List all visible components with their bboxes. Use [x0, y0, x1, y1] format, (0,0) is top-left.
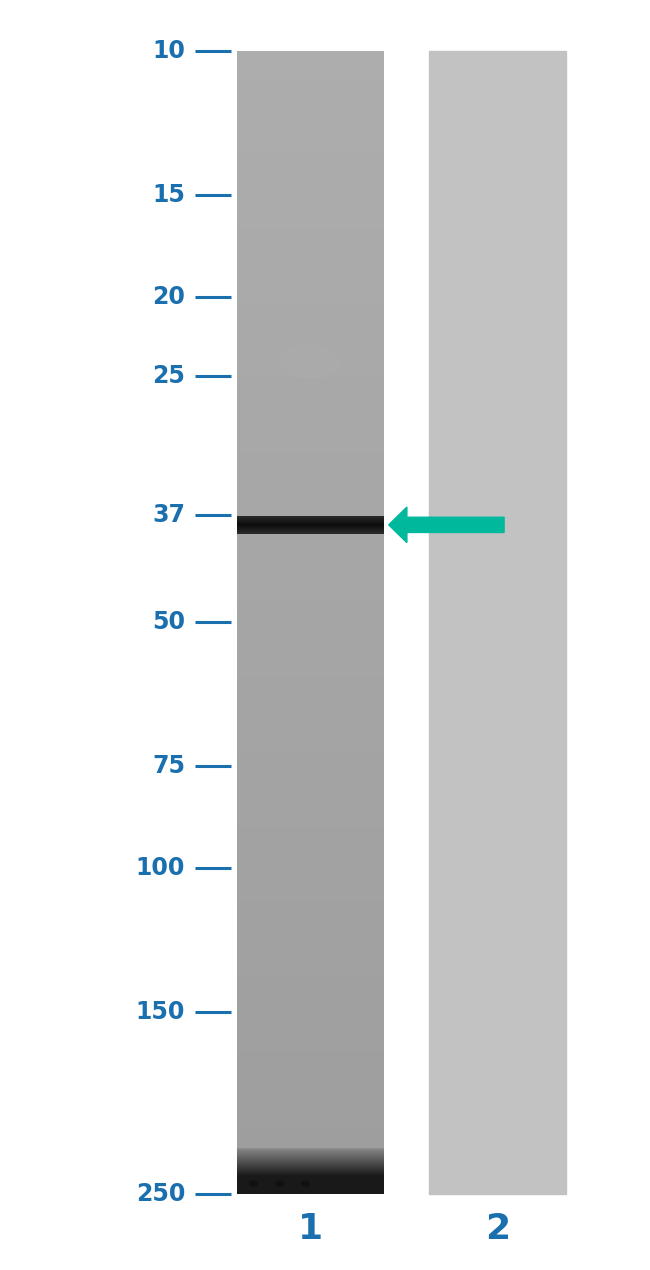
Text: 1: 1 — [298, 1213, 323, 1246]
Text: 10: 10 — [152, 39, 185, 62]
Text: 20: 20 — [152, 284, 185, 309]
Text: 50: 50 — [152, 611, 185, 634]
Text: 2: 2 — [485, 1213, 510, 1246]
Ellipse shape — [250, 1181, 257, 1186]
Text: 37: 37 — [152, 503, 185, 527]
Text: 15: 15 — [152, 183, 185, 207]
Text: 100: 100 — [136, 856, 185, 880]
Bar — [429, 51, 566, 1194]
FancyArrow shape — [389, 507, 504, 542]
Text: 75: 75 — [152, 754, 185, 779]
Text: 250: 250 — [136, 1182, 185, 1205]
Ellipse shape — [276, 1181, 283, 1186]
Text: 150: 150 — [136, 1001, 185, 1025]
Text: 25: 25 — [152, 364, 185, 389]
Ellipse shape — [281, 345, 339, 377]
Ellipse shape — [302, 1181, 309, 1186]
